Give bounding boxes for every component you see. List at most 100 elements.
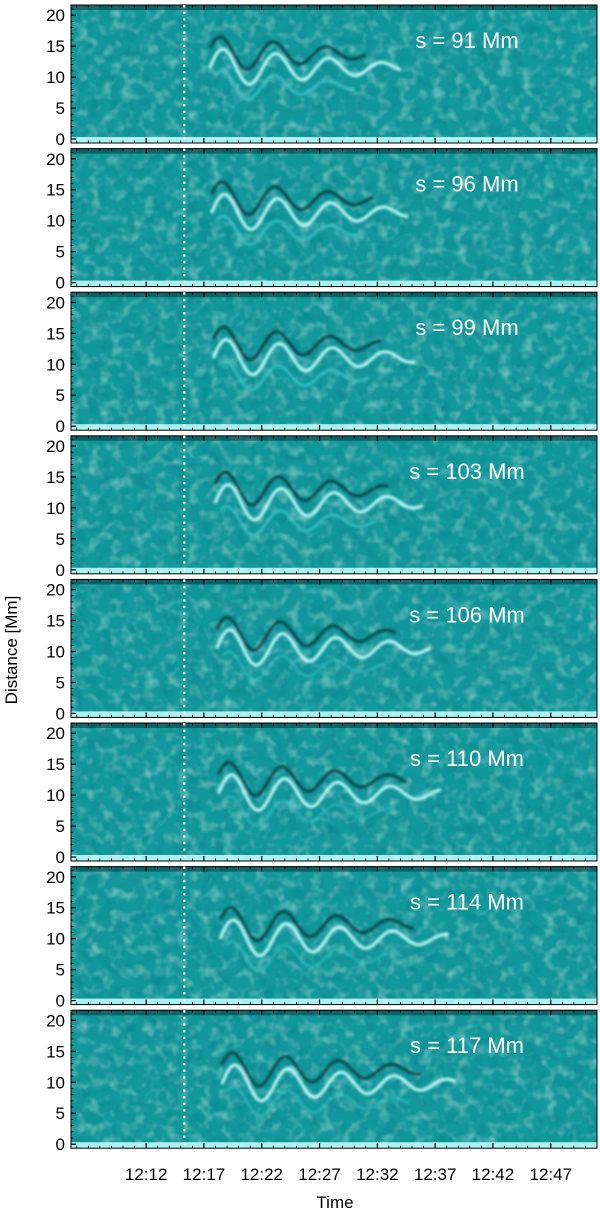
panel-image — [71, 579, 597, 718]
noise-dark — [71, 1010, 597, 1149]
panel-label: s = 114 Mm — [410, 890, 524, 915]
y-tick-label: 10 — [46, 68, 65, 87]
panel-frame — [70, 722, 598, 862]
panel-5: 0 5 10 15 20 s = 106 Mm — [46, 578, 598, 723]
track-lower — [226, 1085, 411, 1118]
bottom-band — [71, 280, 597, 287]
oscillation-tracks — [211, 325, 416, 392]
track-dark — [211, 325, 382, 362]
x-tick-label: 12:27 — [298, 1165, 341, 1184]
y-tick-label: 20 — [46, 293, 65, 312]
panels: 0 5 10 15 20 s = 91 Mm 0 5 10 15 20 s = 96 Mm 0 5 10 15… — [46, 4, 598, 1154]
panel-image — [71, 5, 597, 143]
x-tick-label: 12:47 — [529, 1165, 572, 1184]
y-tick-label: 0 — [56, 417, 65, 436]
y-tick-label: 10 — [46, 212, 65, 231]
oscillation-tracks — [213, 470, 424, 537]
track-dark — [218, 905, 415, 943]
y-tick-label: 20 — [46, 868, 65, 887]
y-tick-label: 15 — [46, 612, 65, 631]
panel-label: s = 103 Mm — [409, 459, 525, 484]
y-tick-label: 20 — [46, 6, 65, 25]
track-dark — [210, 180, 374, 217]
x-tick-label: 12:42 — [472, 1165, 515, 1184]
oscillation-tracks — [210, 180, 409, 246]
oscillation-tracks — [215, 615, 432, 682]
x-tick-label: 12:37 — [414, 1165, 457, 1184]
y-tick-label: 5 — [56, 1104, 65, 1123]
bottom-band — [71, 855, 597, 861]
panel-frame — [70, 866, 598, 1006]
oscillation-tracks — [220, 1051, 457, 1118]
y-tick-label: 20 — [46, 150, 65, 169]
y-tick-label: 5 — [56, 673, 65, 692]
y-tick-label: 5 — [56, 817, 65, 836]
panel-7: 0 5 10 15 20 s = 114 Mm — [46, 866, 598, 1011]
panel-image — [71, 292, 597, 431]
y-tick-label: 0 — [56, 130, 65, 149]
track-dark — [215, 615, 397, 652]
y-tick-label: 5 — [56, 99, 65, 118]
x-tick-label: 12:22 — [240, 1165, 283, 1184]
panel-image — [71, 723, 597, 861]
track-bright — [208, 47, 402, 86]
noise-dark — [71, 5, 597, 143]
panel-label: s = 106 Mm — [409, 602, 525, 627]
top-band — [71, 866, 597, 872]
track-bright — [210, 192, 409, 232]
panel-image — [71, 1010, 597, 1149]
x-tick-label: 12:32 — [356, 1165, 399, 1184]
track-dark — [217, 760, 407, 798]
y-tick-label: 15 — [46, 324, 65, 343]
y-tick-label: 0 — [56, 704, 65, 723]
top-band — [71, 579, 597, 585]
track-dark — [213, 470, 389, 507]
track-bright — [220, 1063, 457, 1103]
y-tick-label: 0 — [56, 561, 65, 580]
panel-2: 0 5 10 15 20 s = 96 Mm — [46, 148, 598, 293]
noise-dark — [71, 579, 597, 718]
bottom-band — [71, 1142, 597, 1149]
oscillation-tracks — [218, 905, 449, 973]
y-tick-label: 15 — [46, 899, 65, 918]
x-tick-label: 12:17 — [183, 1165, 226, 1184]
panel-4: 0 5 10 15 20 s = 103 Mm — [46, 435, 598, 580]
y-tick-label: 10 — [46, 355, 65, 374]
y-tick-label: 20 — [46, 581, 65, 600]
track-lower — [223, 795, 395, 827]
y-tick-label: 20 — [46, 724, 65, 743]
y-tick-label: 10 — [46, 786, 65, 805]
top-band — [71, 5, 597, 10]
panel-label: s = 96 Mm — [415, 172, 518, 197]
panel-label: s = 117 Mm — [410, 1033, 524, 1058]
x-tick-label: 12:12 — [125, 1165, 168, 1184]
y-tick-label: 0 — [56, 992, 65, 1011]
panel-label: s = 99 Mm — [415, 315, 518, 340]
track-dark — [220, 1051, 422, 1088]
track-lower — [224, 940, 403, 973]
y-tick-label: 15 — [46, 468, 65, 487]
panel-image — [71, 435, 597, 574]
y-tick-label: 20 — [46, 1011, 65, 1030]
panel-frame — [70, 291, 598, 431]
track-dark — [208, 35, 367, 71]
track-bright — [215, 628, 432, 667]
bottom-band — [71, 137, 597, 143]
y-tick-label: 10 — [46, 1073, 65, 1092]
track-lower — [216, 214, 363, 246]
y-axis-title: Distance [Mm] — [2, 596, 21, 705]
track-lower — [214, 69, 355, 101]
y-tick-label: 5 — [56, 961, 65, 980]
track-lower — [218, 359, 370, 392]
y-tick-label: 10 — [46, 499, 65, 518]
y-tick-label: 10 — [46, 642, 65, 661]
panel-frame — [70, 4, 598, 144]
y-tick-label: 5 — [56, 530, 65, 549]
panel-frame — [70, 148, 598, 288]
panel-image — [71, 148, 597, 287]
noise-dark — [71, 148, 597, 287]
x-axis-title: Time — [316, 1193, 353, 1212]
noise-dark — [71, 866, 597, 1005]
top-band — [71, 148, 597, 154]
